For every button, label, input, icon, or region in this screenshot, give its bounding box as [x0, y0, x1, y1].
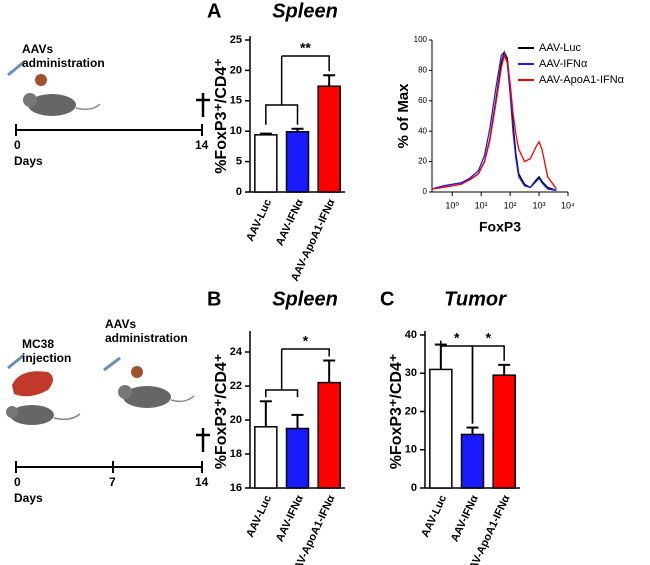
y-tick-label: 10: [405, 444, 417, 456]
x-axis-label: FoxP3: [479, 219, 521, 235]
x-tick-label: 10³: [533, 200, 546, 210]
timeline-tick: 7: [109, 475, 116, 489]
significance: *: [454, 330, 460, 346]
timeline-tick: 0: [14, 138, 21, 152]
x-tick-label: AAV-IFNα: [274, 493, 306, 544]
bracket: [265, 349, 299, 398]
y-tick-label: 20: [405, 405, 417, 417]
bar: [285, 427, 310, 489]
y-tick-label: 20: [230, 414, 242, 426]
y-tick-label: 0: [411, 482, 417, 494]
y-tick-label: 80: [418, 66, 427, 75]
legend-label: AAV-ApoA1-IFNα: [539, 74, 625, 86]
y-tick-label: 100: [414, 35, 428, 44]
event-label: AAVs: [22, 42, 53, 56]
timeline-icons: [7, 60, 210, 136]
bar: [429, 368, 453, 489]
y-tick-label: 60: [418, 96, 427, 105]
bar: [317, 85, 341, 193]
legend-label: AAV-IFNα: [539, 58, 588, 70]
timeline-icons: [6, 353, 210, 473]
bar: [254, 426, 278, 489]
y-tick-label: 0: [236, 186, 242, 198]
x-tick-label: AAV-IFNα: [449, 493, 481, 544]
y-tick-label: 30: [405, 367, 417, 379]
significance: *: [486, 330, 492, 346]
histogram-line: [431, 50, 557, 192]
panel-label: A: [207, 0, 221, 22]
bar: [317, 381, 341, 489]
chart-title: Spleen: [272, 0, 338, 22]
bar: [460, 433, 485, 489]
event-label: AAVs: [105, 317, 136, 331]
x-tick-label: AAV-IFNα: [274, 197, 306, 248]
y-tick-label: 10: [230, 125, 242, 137]
y-tick-label: 22: [230, 380, 242, 392]
y-tick-label: 0: [423, 187, 428, 196]
y-tick-label: 20: [418, 157, 427, 166]
significance: *: [303, 333, 309, 349]
event-label: administration: [22, 56, 105, 70]
y-axis-label: %FoxP3⁺/CD4⁺: [213, 354, 230, 470]
y-axis-label: %FoxP3⁺/CD4⁺: [388, 354, 405, 470]
x-tick-label: 10¹: [475, 200, 488, 210]
y-tick-label: 24: [230, 346, 243, 358]
bar: [254, 134, 278, 193]
x-tick-label: AAV-Luc: [244, 197, 274, 243]
y-tick-label: 40: [405, 329, 417, 341]
y-tick-label: 25: [230, 34, 242, 46]
event-label: MC38: [22, 337, 54, 351]
y-axis-label: %FoxP3⁺/CD4⁺: [213, 58, 230, 174]
chart-title: Spleen: [272, 288, 338, 310]
bracket: [281, 348, 330, 357]
y-tick-label: 18: [230, 448, 242, 460]
panel-label: C: [380, 288, 394, 310]
significance: **: [300, 40, 311, 56]
bar: [285, 131, 310, 193]
bracket: [471, 345, 505, 424]
timeline-tick: 0: [14, 475, 21, 489]
x-tick-label: AAV-Luc: [419, 493, 449, 539]
y-axis-label: % of Max: [395, 83, 412, 149]
y-tick-label: 40: [418, 126, 427, 135]
x-tick-label: AAV-Luc: [244, 493, 274, 539]
bar: [492, 374, 516, 489]
panel-label: B: [207, 288, 221, 310]
legend-label: AAV-Luc: [539, 42, 581, 54]
timeline-tick: 14: [195, 475, 209, 489]
chart-title: Tumor: [444, 288, 507, 310]
y-tick-label: 20: [230, 64, 242, 76]
event-label: administration: [105, 331, 188, 345]
timeline-unit: Days: [14, 154, 43, 168]
x-tick-label: 10⁰: [445, 200, 459, 210]
y-tick-label: 16: [230, 482, 242, 494]
bracket: [265, 56, 299, 125]
timeline-unit: Days: [14, 491, 43, 505]
x-tick-label: 10⁴: [561, 200, 575, 210]
histogram-line: [431, 53, 557, 190]
histogram-line: [431, 50, 557, 192]
event-label: injection: [22, 351, 71, 365]
bracket: [281, 55, 330, 72]
y-tick-label: 15: [230, 95, 242, 107]
y-tick-label: 5: [236, 156, 242, 168]
x-tick-label: 10²: [504, 200, 517, 210]
timeline-tick: 14: [195, 138, 209, 152]
